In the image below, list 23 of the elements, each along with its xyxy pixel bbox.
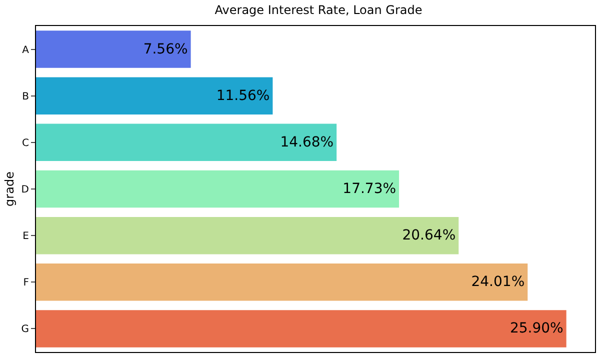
y-tick-label: E <box>22 231 29 242</box>
y-tick-label: D <box>21 184 30 196</box>
bar <box>36 264 528 301</box>
y-tick-label: F <box>23 278 30 289</box>
y-axis-title: grade <box>2 172 17 206</box>
data-label: 11.56% <box>216 88 270 104</box>
bar <box>36 124 337 162</box>
y-tick-label: G <box>21 324 29 336</box>
bar <box>36 310 566 348</box>
data-label: 7.56% <box>143 41 188 58</box>
data-label: 20.64% <box>402 228 456 244</box>
bar <box>36 216 459 254</box>
data-label: 17.73% <box>342 181 396 197</box>
chart-title: Average Interest Rate, Loan Grade <box>214 2 422 17</box>
y-tick-label: C <box>22 138 30 149</box>
bar <box>36 77 273 114</box>
data-label: 14.68% <box>280 134 334 150</box>
y-tick-label: B <box>22 91 30 102</box>
bar <box>36 30 191 68</box>
bar <box>36 170 400 208</box>
data-label: 24.01% <box>471 274 525 290</box>
data-label: 25.90% <box>510 320 564 337</box>
y-tick-label: A <box>22 44 30 56</box>
